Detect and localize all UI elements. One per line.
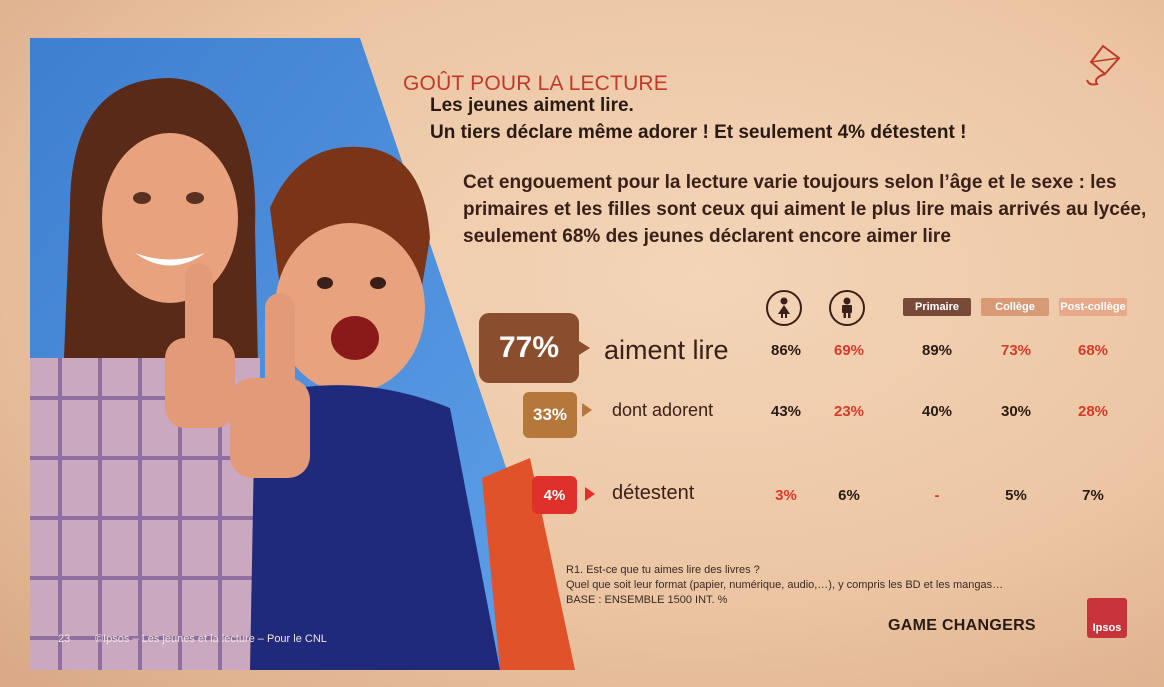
value-primaire-adorent: 40% [921,403,953,420]
footnote: R1. Est-ce que tu aimes lire des livres … [566,563,1003,608]
value-garcons-adorent: 23% [833,403,865,420]
value-filles-adorent: 43% [770,403,802,420]
headline-line-1: Les jeunes aiment lire. [430,95,634,116]
headline: Les jeunes aiment lire. Un tiers déclare… [430,92,966,146]
column-primaire: Primaire [903,298,971,316]
column-college: Collège [981,298,1049,316]
footnote-question: R1. Est-ce que tu aimes lire des livres … [566,564,760,576]
arrow-icon [585,487,595,501]
kite-doodle-icon [1086,44,1121,86]
total-badge-adorent: 33% [523,392,577,438]
footnote-format: Quel que soit leur format (papier, numér… [566,579,1004,591]
value-primaire-aiment: 89% [921,342,953,359]
row-label-detestent: détestent [612,482,695,504]
arrow-icon [582,403,592,417]
value-post-college-aiment: 68% [1077,342,1109,359]
value-filles-aiment: 86% [770,342,802,359]
value-college-detestent: 5% [1005,487,1027,504]
total-badge-detestent: 4% [532,476,577,514]
value-garcons-aiment: 69% [833,342,865,359]
value-college-aiment: 73% [1000,342,1032,359]
value-post-college-detestent: 7% [1082,487,1104,504]
game-changers-brand: GAME CHANGERS [888,617,1036,634]
arrow-icon [579,341,590,355]
ipsos-logo: Ipsos [1087,598,1127,638]
footer-credit: ©Ipsos – Les jeunes et la lecture – Pour… [95,633,327,645]
section-title: GOÛT POUR LA LECTURE [403,72,669,95]
footnote-base: BASE : ENSEMBLE 1500 INT. % [566,594,728,606]
row-label-adorent: dont adorent [612,400,714,420]
photo-panel [30,38,575,670]
value-post-college-adorent: 28% [1077,403,1109,420]
page-number: 23 [58,633,71,645]
girl-icon [766,290,802,326]
value-filles-detestent: 3% [775,487,797,504]
column-post-college: Post-collège [1059,298,1127,316]
kids-photo-illustration [30,38,575,670]
boy-icon [829,290,865,326]
row-label-aiment: aiment lire [604,335,729,365]
total-badge-aiment: 77% [479,313,579,383]
value-primaire-detestent: - [934,487,940,504]
intro-paragraph: Cet engouement pour la lecture varie tou… [463,172,1147,247]
value-garcons-detestent: 6% [838,487,860,504]
value-college-adorent: 30% [1000,403,1032,420]
headline-line-2: Un tiers déclare même adorer ! Et seulem… [430,122,967,143]
